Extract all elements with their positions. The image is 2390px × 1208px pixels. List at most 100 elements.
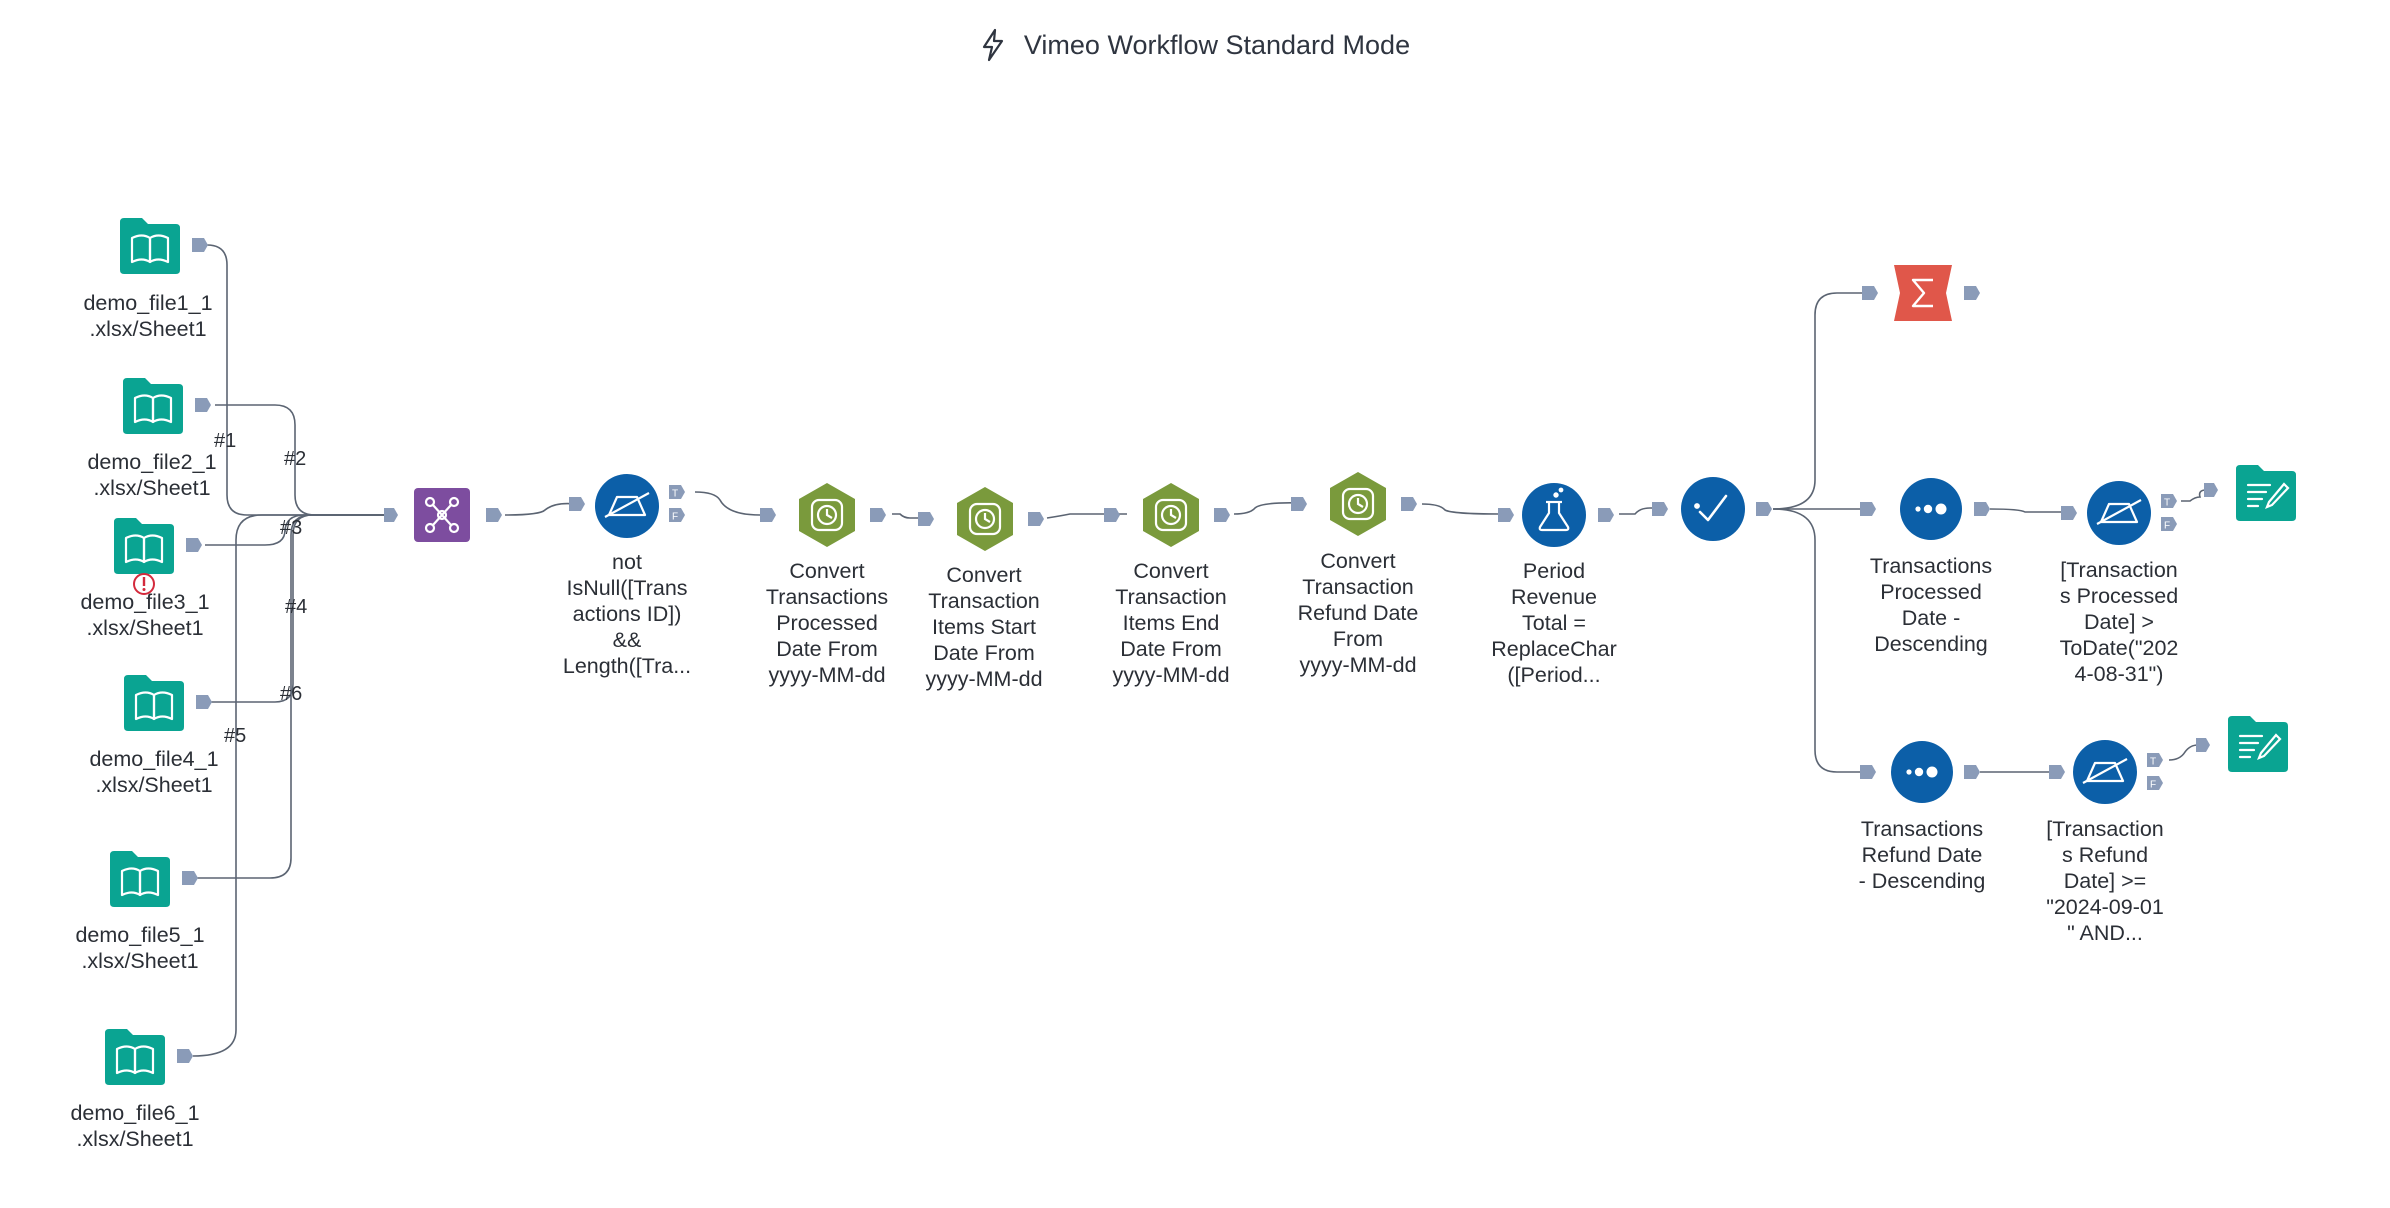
datetime-tool-1[interactable] xyxy=(756,480,896,555)
input-data-tool-3[interactable] xyxy=(114,518,214,605)
output-anchor xyxy=(192,238,208,252)
input-anchor xyxy=(2049,765,2065,779)
output-anchor xyxy=(1974,502,1990,516)
book-icon xyxy=(130,234,170,264)
true-anchor-label: T xyxy=(672,489,678,500)
output-data-tool-2[interactable] xyxy=(2196,716,2296,781)
formula-tool[interactable] xyxy=(1494,480,1634,555)
datetime-1-label: Convert Transactions Processed Date From yyy… xyxy=(765,559,889,687)
output-anchor xyxy=(1214,508,1230,522)
output-anchor xyxy=(870,508,886,522)
false-anchor-label: F xyxy=(672,512,678,523)
true-anchor-label: T xyxy=(2164,498,2170,509)
output-anchor xyxy=(186,538,202,552)
output-anchor xyxy=(1964,765,1980,779)
wire-union-filter1 xyxy=(504,502,576,516)
input-anchor xyxy=(1860,502,1876,516)
wire-dt3-dt4 xyxy=(1233,502,1301,515)
wire-select-sort2 xyxy=(1772,508,1860,773)
input-data-tool-1[interactable] xyxy=(120,218,220,279)
input-data-tool-2[interactable] xyxy=(123,378,223,439)
filter-tool-2[interactable]: T F xyxy=(2057,478,2197,553)
datetime-2-label: Convert Transaction Items Start Date From yy… xyxy=(925,563,1043,691)
true-anchor xyxy=(2161,494,2177,508)
input-anchor xyxy=(1652,502,1668,516)
wire-dt2-dt3 xyxy=(1046,513,1127,519)
input-1-label: demo_file1_1 .xlsx/Sheet1 xyxy=(83,291,213,341)
input-data-tool-6[interactable] xyxy=(105,1029,205,1090)
input-2-label: demo_file2_1 .xlsx/Sheet1 xyxy=(87,450,217,500)
input-anchor xyxy=(1104,508,1120,522)
book-icon xyxy=(120,867,160,897)
formula-label: Period Revenue Total = ReplaceChar ([Period.… xyxy=(1491,559,1617,687)
output-anchor xyxy=(486,508,502,522)
union-tool[interactable] xyxy=(380,485,510,550)
sort-tool-2[interactable] xyxy=(1856,740,1996,815)
false-anchor xyxy=(2147,776,2163,790)
input-data-tool-5[interactable] xyxy=(110,851,210,912)
filter-3-label: [Transaction s Refund Date] >= "2024-09-01 "… xyxy=(2046,817,2164,945)
filter-icon xyxy=(604,492,650,518)
input-anchor xyxy=(2204,483,2218,497)
datetime-4-label: Convert Transaction Refund Date From yyyy-MM… xyxy=(1297,549,1419,677)
filter-tool-1[interactable]: T F xyxy=(565,471,705,546)
true-anchor xyxy=(669,485,685,499)
output-data-tool-1[interactable] xyxy=(2204,465,2304,530)
clock-icon xyxy=(1341,487,1375,521)
sort-icon xyxy=(1906,766,1938,778)
sort-1-label: Transactions Processed Date - Descending xyxy=(1869,554,1993,656)
input-anchor xyxy=(384,508,398,522)
wire-input-3 xyxy=(205,514,384,546)
output-anchor xyxy=(1028,512,1044,526)
input-data-tool-4[interactable] xyxy=(124,675,224,736)
book-icon xyxy=(134,691,174,721)
wire-sort1-filter2 xyxy=(1989,508,2062,513)
summarize-tool[interactable] xyxy=(1858,262,1988,329)
wire-dt1-dt2 xyxy=(892,513,918,519)
wire-formula-select xyxy=(1619,507,1653,515)
error-icon xyxy=(133,573,155,595)
clock-icon xyxy=(1154,498,1188,532)
wire-select-summarize xyxy=(1772,292,1862,510)
lightning-icon xyxy=(982,28,1004,62)
union-icon xyxy=(424,496,460,534)
filter-icon xyxy=(2096,499,2142,525)
input-anchor xyxy=(1860,765,1876,779)
connection-label-3: #3 xyxy=(280,517,303,539)
output-anchor xyxy=(1964,286,1980,300)
wire-filter2-output1 xyxy=(2181,489,2207,502)
clock-icon xyxy=(810,498,844,532)
input-4-label: demo_file4_1 .xlsx/Sheet1 xyxy=(89,747,219,797)
book-icon xyxy=(124,534,164,564)
true-anchor xyxy=(2147,753,2163,767)
false-anchor xyxy=(2161,517,2177,531)
edit-document-icon xyxy=(2246,482,2290,509)
wire-input-5 xyxy=(197,514,384,879)
output-anchor xyxy=(1401,497,1417,511)
true-anchor-label: T xyxy=(2150,757,2156,768)
workflow-header: Vimeo Workflow Standard Mode xyxy=(0,22,2390,68)
sort-tool-1[interactable] xyxy=(1856,477,1996,552)
sort-2-label: Transactions Refund Date - Descending xyxy=(1858,817,1986,893)
filter-icon xyxy=(2082,758,2128,784)
input-anchor xyxy=(1291,497,1307,511)
filter-tool-3[interactable]: T F xyxy=(2045,738,2185,813)
select-tool[interactable] xyxy=(1648,474,1788,549)
datetime-3-label: Convert Transaction Items End Date From yyyy… xyxy=(1112,559,1230,687)
output-anchor xyxy=(196,695,212,709)
datetime-tool-3[interactable] xyxy=(1100,480,1240,555)
input-3-label: demo_file3_1 .xlsx/Sheet1 xyxy=(80,590,210,640)
wire-dt4-formula xyxy=(1421,503,1501,515)
wire-input-1 xyxy=(206,244,384,516)
input-anchor xyxy=(918,512,934,526)
datetime-tool-2[interactable] xyxy=(914,484,1054,559)
book-icon xyxy=(133,394,173,424)
connection-label-1: #1 xyxy=(214,430,237,452)
filter-1-label: not IsNull([Trans actions ID]) && Length([Tr… xyxy=(562,550,692,678)
datetime-tool-4[interactable] xyxy=(1287,469,1427,544)
clock-icon xyxy=(968,502,1002,536)
connection-label-6: #6 xyxy=(280,683,303,705)
output-anchor xyxy=(1598,508,1614,522)
wire-input-6 xyxy=(192,514,384,1057)
